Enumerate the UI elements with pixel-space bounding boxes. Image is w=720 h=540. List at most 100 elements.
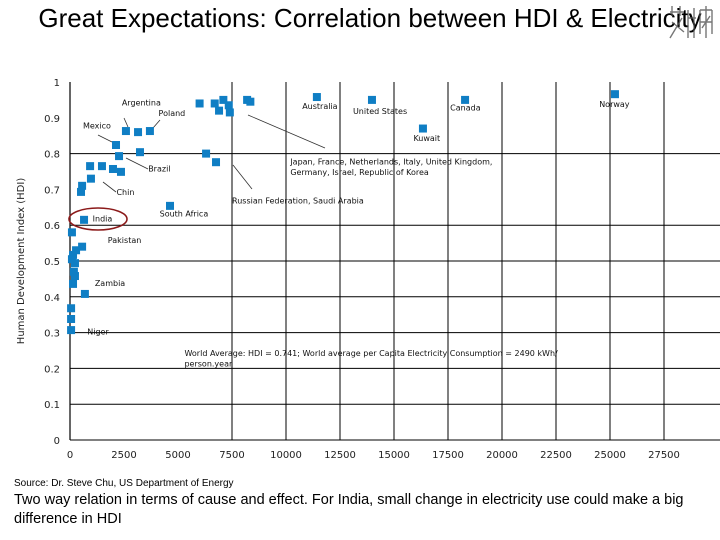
x-tick-label: 12500: [324, 450, 356, 461]
data-point: [69, 279, 78, 288]
x-tick-label: 17500: [432, 450, 464, 461]
data-point: [195, 99, 204, 108]
data-point: [86, 162, 95, 171]
data-point: [121, 127, 130, 136]
data-point: [80, 289, 89, 298]
y-tick-label: 0.7: [44, 185, 60, 196]
data-point: [610, 90, 619, 99]
data-point: [367, 95, 376, 104]
data-point: [224, 101, 233, 110]
annotation-label: Mexico: [83, 122, 111, 131]
axis-ticks: 0 2500 5000 7500 10000 12500 15000 17500 20000 22…: [44, 78, 680, 461]
leader-line: [232, 164, 253, 190]
data-point: [97, 162, 106, 171]
x-tick-label: 5000: [165, 450, 190, 461]
annotation-label: Australia: [302, 102, 337, 111]
annotation-label: Poland: [159, 109, 186, 118]
logo: [664, 2, 718, 47]
data-point: [86, 174, 95, 183]
annotation-label: South Africa: [160, 209, 209, 218]
annotation-label: Argentina: [122, 98, 161, 107]
x-tick-label: 10000: [270, 450, 302, 461]
data-point: [70, 259, 79, 268]
data-point: [108, 164, 117, 173]
hdi-electricity-scatter-chart: 0 2500 5000 7500 10000 12500 15000 17500 20000 22…: [16, 78, 720, 461]
data-point: [72, 246, 81, 255]
y-tick-label: 0.2: [44, 364, 60, 375]
annotation-label: Chin: [116, 188, 134, 197]
data-point: [77, 187, 86, 196]
data-point: [461, 95, 470, 104]
annotation-label: Kuwait: [413, 134, 440, 143]
source-note: Source: Dr. Steve Chu, US Department of …: [14, 478, 234, 489]
annotation-label: United States: [353, 107, 407, 116]
data-point: [312, 93, 321, 102]
y-tick-label: 0.3: [44, 329, 60, 340]
data-point: [145, 127, 154, 136]
slide-title: Great Expectations: Correlation between …: [38, 3, 702, 33]
data-point: [67, 228, 76, 237]
annotation-label: Russian Federation, Saudi Arabia: [232, 197, 364, 206]
grid: [69, 82, 720, 441]
x-tick-label: 20000: [486, 450, 518, 461]
caption: Two way relation in terms of cause and e…: [14, 492, 684, 527]
data-point: [67, 304, 76, 313]
data-point: [112, 141, 121, 150]
data-point: [80, 215, 89, 224]
data-point: [70, 272, 79, 281]
data-point: [212, 158, 221, 167]
annotation-label: Zambia: [95, 279, 125, 288]
x-tick-label: 7500: [219, 450, 244, 461]
data-point: [78, 181, 87, 190]
data-point: [78, 242, 87, 251]
x-tick-label: 27500: [648, 450, 680, 461]
annotation-label: Niger: [87, 327, 109, 336]
data-point: [135, 148, 144, 157]
y-tick-label: 0.1: [44, 400, 60, 411]
data-points: [67, 90, 619, 335]
x-tick-label: 25000: [594, 450, 626, 461]
data-point: [166, 201, 175, 210]
data-point: [210, 99, 219, 108]
y-tick-label: 1: [54, 78, 60, 89]
leader-lines: [97, 114, 326, 193]
data-point: [418, 124, 427, 133]
data-point: [246, 97, 255, 106]
data-point: [67, 326, 76, 335]
y-tick-label: 0.4: [44, 293, 60, 304]
data-point: [215, 106, 224, 115]
data-point: [67, 314, 76, 323]
annotation-label: person.year: [184, 360, 233, 369]
annotation-label: Brazil: [148, 165, 170, 174]
y-axis-label: Human Development Index (HDI): [16, 178, 27, 345]
logo-icon: [669, 6, 713, 39]
y-tick-label: 0.5: [44, 257, 60, 268]
india-highlight-ellipse: [68, 207, 128, 231]
annotation-label: World Average: HDI = 0.741; World averag…: [184, 349, 558, 358]
leader-line: [123, 117, 129, 128]
data-point: [69, 250, 78, 259]
data-point: [202, 149, 211, 158]
x-tick-label: 15000: [378, 450, 410, 461]
data-point: [115, 152, 124, 161]
annotation-label: Norway: [599, 100, 630, 109]
annotation-label: Pakistan: [108, 236, 142, 245]
annotation-label: Germany, Israel, Republic of Korea: [290, 168, 429, 177]
y-tick-label: 0.8: [44, 150, 60, 161]
annotation-label: Canada: [450, 104, 481, 113]
leader-line: [125, 157, 149, 170]
leader-line: [247, 114, 326, 149]
data-point: [116, 167, 125, 176]
y-tick-label: 0.9: [44, 114, 60, 125]
y-tick-label: 0: [54, 436, 60, 447]
y-tick-label: 0.6: [44, 221, 60, 232]
leader-line: [152, 119, 161, 129]
x-tick-label: 0: [67, 450, 73, 461]
annotations: Argentina Poland Mexico Brazil Chin India Sout…: [83, 98, 630, 368]
x-tick-label: 22500: [540, 450, 572, 461]
annotation-label: Japan, France, Netherlands, Italy, Unite…: [289, 157, 492, 166]
x-tick-label: 2500: [111, 450, 136, 461]
leader-line: [97, 134, 113, 143]
data-point: [219, 95, 228, 104]
leader-line: [102, 181, 117, 193]
